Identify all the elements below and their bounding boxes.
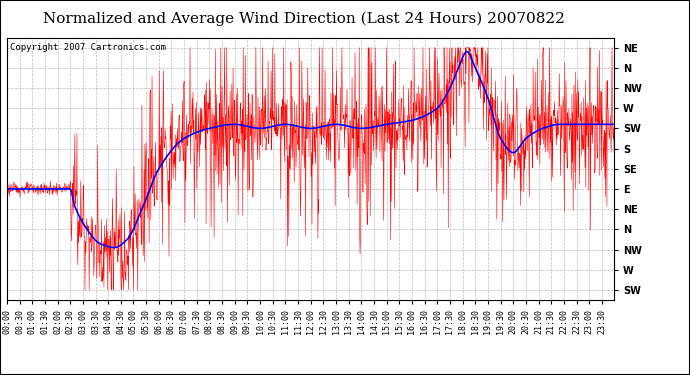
Text: Copyright 2007 Cartronics.com: Copyright 2007 Cartronics.com [10,43,166,52]
Text: Normalized and Average Wind Direction (Last 24 Hours) 20070822: Normalized and Average Wind Direction (L… [43,11,564,26]
